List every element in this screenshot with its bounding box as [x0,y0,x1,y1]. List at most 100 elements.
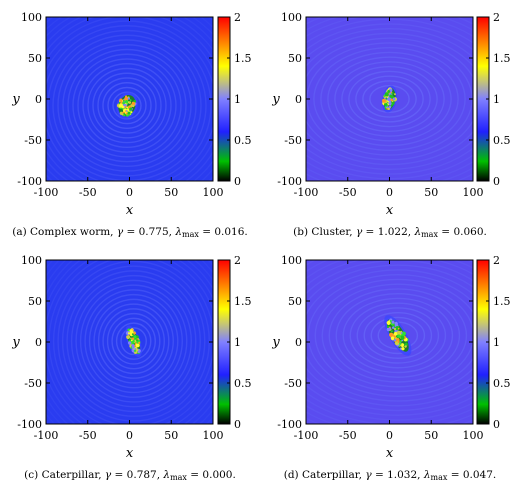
speckle [124,105,127,108]
speckle [393,339,397,342]
wave-ring [306,37,473,161]
wave-ring [62,44,192,168]
colorbar-tick-label: 0.5 [493,134,511,147]
wave-ring [349,302,447,369]
colorbar-tick-label: 1 [234,336,241,349]
y-tick-label: 100 [21,11,42,24]
wave-ring [46,20,213,181]
wave-ring [72,53,182,158]
wave-ring [52,260,213,424]
wave-ring [57,260,210,422]
panel-caption: (c) Caterpillar, γ = 0.787, λmax = 0.000… [24,469,236,482]
heatmap-pattern [306,17,473,181]
x-tick-label: -100 [294,429,319,442]
wave-ring [57,39,197,172]
y-tick-label: 0 [295,336,302,349]
y-tick-label: 50 [28,295,42,308]
speckle [121,108,124,111]
speckle [385,97,388,100]
wave-ring [335,292,461,378]
wave-ring [87,67,167,144]
colorbar-tick-label: 0 [493,418,500,431]
colorbar-tick-label: 2 [234,11,241,24]
y-tick-label: 0 [35,336,42,349]
wave-ring [112,91,142,120]
speckle [401,347,405,351]
speckle [122,111,125,114]
wave-ring [120,327,147,356]
speckle [392,97,396,101]
wave-ring [306,269,473,402]
x-tick-label: -50 [79,429,97,442]
wave-ring [97,303,170,379]
wave-ring [313,47,466,151]
speckle [400,335,405,340]
x-tick-label: -50 [79,186,97,199]
y-axis-label: y [11,92,20,107]
y-tick-label: -50 [284,377,302,390]
y-tick-label: 50 [28,52,42,65]
wave-ring [355,75,424,123]
x-axis-label: x [386,446,394,461]
wave-ring [97,77,157,134]
speckle [386,107,389,110]
speckle [389,332,394,338]
blob [381,85,398,113]
wave-ring [328,288,468,383]
wave-ring [306,260,473,416]
wave-ring [106,312,161,370]
wave-ring [314,278,473,393]
wave-ring [327,56,452,142]
speckle [133,349,137,352]
wave-ring [363,311,433,359]
speckle [386,325,390,328]
x-tick-label: -100 [34,429,59,442]
y-tick-label: 0 [295,93,302,106]
speckle [400,332,403,334]
y-tick-label: 100 [21,254,42,267]
y-tick-label: 100 [281,254,302,267]
speckle [127,111,131,115]
wave-ring [79,284,188,398]
wave-ring [320,51,459,147]
colorbar-tick-label: 1.5 [493,295,511,308]
colorbar-tick-label: 1 [493,93,500,106]
wave-ring [342,297,454,374]
wave-ring [334,61,445,137]
y-tick-label: -50 [284,134,302,147]
speckle [127,332,130,335]
speckle [131,101,136,106]
speckle [135,348,139,352]
x-tick-label: 100 [203,429,224,442]
wave-ring [82,63,172,149]
x-tick-label: 0 [126,429,133,442]
speckle [396,330,401,335]
speckle [390,101,395,105]
panel-caption: (d) Caterpillar, γ = 1.032, λmax = 0.047… [284,469,497,482]
x-tick-label: -50 [339,186,357,199]
colorbar-tick-label: 0 [493,175,500,188]
colorbar-tick-label: 2 [493,254,500,267]
speckle [384,102,388,106]
wave-ring [61,265,206,417]
speckle [388,327,392,331]
wave-ring [306,23,473,175]
speckle [126,335,131,339]
colorbar-tick-label: 1.5 [493,52,511,65]
y-tick-label: 100 [281,11,302,24]
speckle [382,98,386,103]
speckle [124,100,129,104]
heatmap-pattern [46,17,213,181]
wave-ring [102,82,152,130]
speckle [129,107,133,111]
x-tick-label: 100 [463,429,484,442]
y-tick-label: -100 [277,418,302,431]
speckle [400,343,405,347]
speckle [391,320,395,324]
x-tick-label: 50 [164,429,178,442]
y-tick-label: -50 [24,377,42,390]
panel-caption: (b) Cluster, γ = 1.022, λmax = 0.060. [293,226,487,239]
chart-panel-2: -100 -50 0 50 100 100 50 0 -50 -100 x y 2 1.5 1 0.5 0 (c)… [11,254,251,482]
x-tick-label: 0 [386,429,393,442]
speckle [395,338,400,342]
